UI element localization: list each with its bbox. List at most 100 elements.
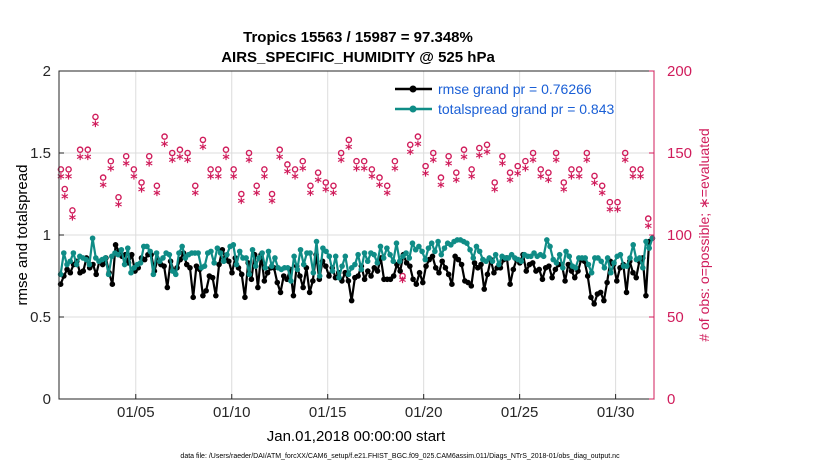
rmse-point	[300, 285, 306, 291]
rmse-point	[368, 273, 374, 279]
obs-evaluated-marker: *	[483, 147, 491, 163]
totalspread-point	[397, 258, 403, 264]
rmse-point	[80, 268, 86, 274]
totalspread-point	[247, 272, 253, 278]
rmse-point	[414, 281, 420, 287]
totalspread-point	[566, 254, 572, 260]
rmse-point	[523, 268, 529, 274]
rmse-point	[190, 295, 196, 301]
rmse-point	[161, 263, 167, 269]
rmse-point	[604, 280, 610, 286]
totalspread-point	[554, 260, 560, 266]
totalspread-point	[394, 240, 400, 246]
totalspread-point	[339, 263, 345, 269]
rmse-point	[433, 265, 439, 271]
rmse-point	[210, 275, 216, 281]
obs-evaluated-marker: *	[84, 152, 92, 168]
totalspread-point	[61, 250, 67, 256]
obs-evaluated-marker: *	[299, 163, 307, 179]
totalspread-point	[442, 245, 448, 251]
rmse-point	[511, 267, 517, 273]
rmse-point	[624, 290, 630, 296]
totalspread-point	[314, 239, 320, 245]
totalspread-point	[384, 245, 390, 251]
y-right-tick-label: 0	[667, 391, 675, 408]
totalspread-point	[154, 250, 160, 256]
obs-evaluated-marker: *	[146, 158, 154, 174]
totalspread-point	[605, 255, 611, 261]
rmse-point	[598, 290, 604, 296]
totalspread-point	[464, 240, 470, 246]
obs-evaluated-marker: *	[599, 188, 607, 204]
totalspread-point	[627, 255, 633, 261]
obs-evaluated-marker: *	[460, 152, 468, 168]
rmse-point	[481, 286, 487, 292]
totalspread-point	[624, 263, 630, 269]
totalspread-point	[119, 247, 125, 253]
rmse-point	[614, 278, 620, 284]
rmse-point	[553, 267, 559, 273]
totalspread-point	[269, 263, 275, 269]
totalspread-point	[365, 258, 371, 264]
totalspread-point	[355, 252, 361, 258]
rmse-point	[643, 293, 649, 299]
totalspread-point	[467, 247, 473, 253]
rmse-point	[216, 262, 222, 268]
obs-evaluated-marker: *	[345, 142, 353, 158]
legend-spread-marker	[410, 106, 417, 113]
totalspread-point	[352, 262, 358, 268]
totalspread-point	[563, 249, 569, 255]
y-axis-right-label: # of obs: o=possible; ∗=evaluated	[696, 128, 712, 341]
totalspread-point	[250, 247, 256, 253]
obs-evaluated-marker: *	[115, 199, 123, 215]
totalspread-point	[477, 249, 483, 255]
totalspread-point	[330, 268, 336, 274]
rmse-point	[203, 288, 209, 294]
series-layer	[58, 235, 655, 306]
rmse-point	[365, 268, 371, 274]
obs-evaluated-marker: *	[437, 180, 445, 196]
obs-evaluated-marker: *	[230, 172, 238, 188]
totalspread-point	[115, 252, 121, 258]
totalspread-point	[288, 278, 294, 284]
rmse-point	[536, 267, 542, 273]
rmse-point	[239, 272, 245, 278]
totalspread-point	[122, 262, 128, 268]
rmse-point	[530, 260, 536, 266]
obs-evaluated-marker: *	[268, 196, 276, 212]
rmse-point	[633, 275, 639, 281]
totalspread-point	[173, 272, 179, 278]
obs-evaluated-marker: *	[468, 172, 476, 188]
totalspread-point	[406, 255, 412, 261]
y-tick-label: 0.5	[30, 309, 51, 326]
rmse-point	[278, 290, 284, 296]
totalspread-point	[285, 265, 291, 271]
obs-evaluated-marker: *	[184, 155, 192, 171]
y-tick-label: 0	[43, 391, 51, 408]
obs-evaluated-marker: *	[238, 196, 246, 212]
obs-evaluated-marker: *	[545, 175, 553, 191]
obs-evaluated-marker: *	[107, 163, 115, 179]
rmse-point	[213, 293, 219, 299]
totalspread-point	[74, 262, 80, 268]
obs-evaluated-marker: *	[199, 142, 207, 158]
obs-evaluated-marker: *	[153, 188, 161, 204]
x-tick-label: 01/10	[213, 404, 251, 421]
chart-title-line1: Tropics 15563 / 15987 = 97.348%	[243, 29, 473, 46]
totalspread-point	[637, 255, 643, 261]
rmse-point	[291, 293, 297, 299]
obs-evaluated-marker: *	[65, 172, 73, 188]
totalspread-point	[336, 275, 342, 281]
totalspread-point	[160, 255, 166, 261]
rmse-point	[274, 280, 280, 286]
totalspread-point	[311, 270, 317, 276]
rmse-point	[297, 273, 303, 279]
totalspread-point	[611, 260, 617, 266]
y-right-tick-label: 50	[667, 309, 684, 326]
totalspread-point	[390, 258, 396, 264]
obs-evaluated-marker: *	[61, 191, 69, 207]
rmse-point	[485, 272, 491, 278]
obs-evaluated-marker: *	[430, 155, 438, 171]
totalspread-point	[106, 272, 112, 278]
rmse-point	[549, 275, 555, 281]
